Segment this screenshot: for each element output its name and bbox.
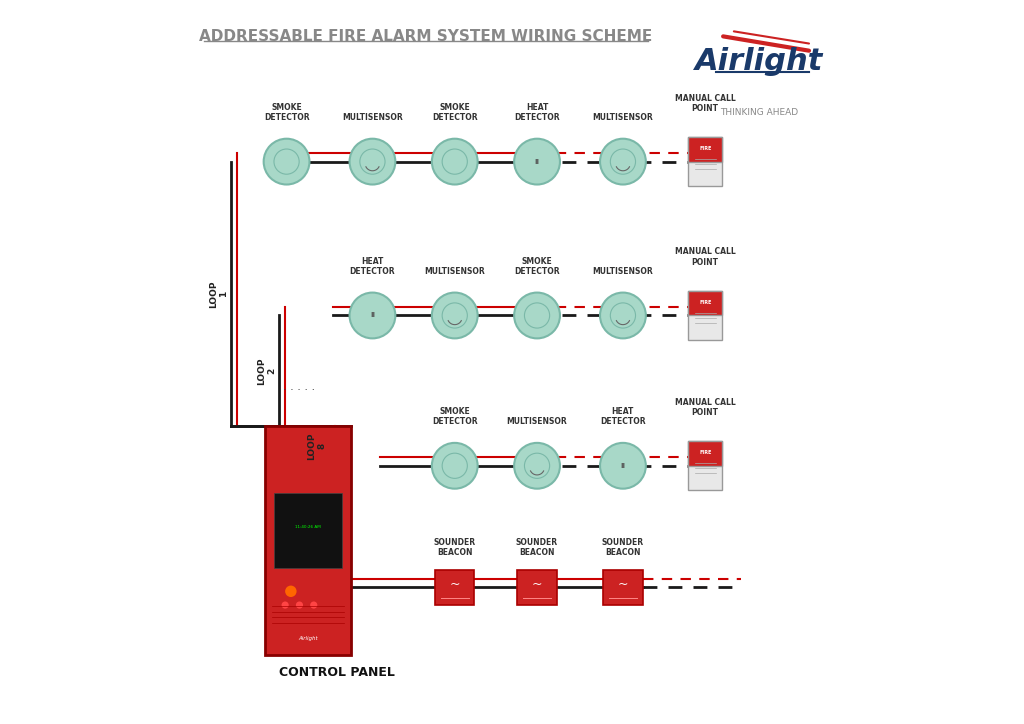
Text: ~: ~ <box>531 578 543 591</box>
Circle shape <box>432 292 477 338</box>
Text: Airlight: Airlight <box>298 636 317 641</box>
Circle shape <box>600 292 646 338</box>
Text: LOOP
2: LOOP 2 <box>257 357 276 384</box>
Circle shape <box>432 139 477 185</box>
Text: HEAT
DETECTOR: HEAT DETECTOR <box>600 407 646 426</box>
Circle shape <box>282 602 289 609</box>
Circle shape <box>349 292 395 338</box>
Text: FIRE: FIRE <box>699 300 712 305</box>
FancyBboxPatch shape <box>688 442 722 490</box>
Text: 11:40:26 AM: 11:40:26 AM <box>295 525 321 529</box>
FancyBboxPatch shape <box>435 571 474 605</box>
Text: SOUNDER
BEACON: SOUNDER BEACON <box>602 538 644 557</box>
Text: MANUAL CALL
POINT: MANUAL CALL POINT <box>675 248 735 267</box>
Text: . . . . .: . . . . . <box>284 382 315 392</box>
Text: SOUNDER
BEACON: SOUNDER BEACON <box>516 538 558 557</box>
Circle shape <box>296 602 303 609</box>
FancyBboxPatch shape <box>688 138 722 161</box>
Text: SMOKE
DETECTOR: SMOKE DETECTOR <box>432 407 477 426</box>
Text: CONTROL PANEL: CONTROL PANEL <box>279 666 394 679</box>
Circle shape <box>432 443 477 489</box>
Text: MULTISENSOR: MULTISENSOR <box>593 267 653 276</box>
Text: II: II <box>621 463 626 468</box>
FancyBboxPatch shape <box>688 138 722 186</box>
FancyBboxPatch shape <box>265 426 351 655</box>
Text: SMOKE
DETECTOR: SMOKE DETECTOR <box>514 257 560 276</box>
Circle shape <box>514 139 560 185</box>
Text: MULTISENSOR: MULTISENSOR <box>593 113 653 122</box>
Text: MULTISENSOR: MULTISENSOR <box>424 267 485 276</box>
Text: FIRE: FIRE <box>699 146 712 151</box>
FancyBboxPatch shape <box>517 571 557 605</box>
Text: HEAT
DETECTOR: HEAT DETECTOR <box>514 103 560 122</box>
Text: LOOP
1: LOOP 1 <box>209 280 228 308</box>
Text: Airlight: Airlight <box>694 47 823 76</box>
Text: ADDRESSABLE FIRE ALARM SYSTEM WIRING SCHEME: ADDRESSABLE FIRE ALARM SYSTEM WIRING SCH… <box>200 29 652 44</box>
Text: SMOKE
DETECTOR: SMOKE DETECTOR <box>264 103 309 122</box>
Text: THINKING AHEAD: THINKING AHEAD <box>720 108 798 117</box>
Circle shape <box>600 139 646 185</box>
Circle shape <box>263 139 309 185</box>
Text: ~: ~ <box>617 578 628 591</box>
Text: FIRE: FIRE <box>699 450 712 455</box>
Text: II: II <box>370 313 375 319</box>
Circle shape <box>514 443 560 489</box>
Text: MULTISENSOR: MULTISENSOR <box>507 418 567 426</box>
FancyBboxPatch shape <box>688 291 722 316</box>
Circle shape <box>600 443 646 489</box>
Circle shape <box>514 292 560 338</box>
Text: MANUAL CALL
POINT: MANUAL CALL POINT <box>675 93 735 113</box>
Text: LOOP
8: LOOP 8 <box>307 432 327 460</box>
Text: SMOKE
DETECTOR: SMOKE DETECTOR <box>432 103 477 122</box>
Text: MANUAL CALL
POINT: MANUAL CALL POINT <box>675 397 735 417</box>
Circle shape <box>310 602 317 609</box>
Text: MULTISENSOR: MULTISENSOR <box>342 113 402 122</box>
FancyBboxPatch shape <box>688 442 722 466</box>
FancyBboxPatch shape <box>273 493 342 568</box>
Circle shape <box>349 139 395 185</box>
FancyBboxPatch shape <box>688 291 722 340</box>
Text: HEAT
DETECTOR: HEAT DETECTOR <box>349 257 395 276</box>
Text: II: II <box>535 159 540 164</box>
Circle shape <box>285 586 297 597</box>
Text: SOUNDER
BEACON: SOUNDER BEACON <box>434 538 476 557</box>
FancyBboxPatch shape <box>603 571 643 605</box>
Text: ~: ~ <box>450 578 460 591</box>
